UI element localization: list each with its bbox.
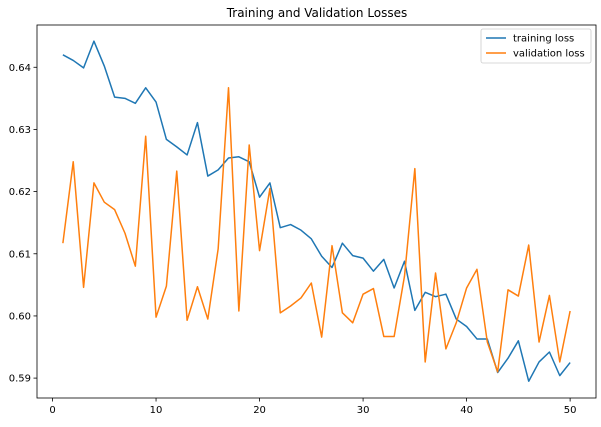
plot-frame <box>36 24 597 399</box>
y-tick-label: 0.62 <box>9 187 31 198</box>
y-tick-label: 0.59 <box>9 374 31 385</box>
legend-box <box>480 28 592 64</box>
x-tick-label: 30 <box>357 405 370 416</box>
y-tick-label: 0.61 <box>9 249 31 260</box>
y-tick-label: 0.63 <box>9 125 31 136</box>
plot-axes: 0 10 20 30 40 50 0.59 0.60 0.61 0.62 0.63 0.64 <box>9 24 597 416</box>
chart-title: Training and Validation Losses <box>226 6 408 20</box>
series-layer <box>62 40 571 382</box>
x-tick-label: 10 <box>150 405 163 416</box>
x-tick-label: 20 <box>253 405 266 416</box>
series-line-training-loss <box>62 40 571 382</box>
legend-label: validation loss <box>513 49 585 60</box>
y-tick-label: 0.60 <box>9 311 31 322</box>
series-line-validation-loss <box>62 87 571 373</box>
legend: training loss validation loss <box>480 28 592 64</box>
x-tick-label: 50 <box>564 405 577 416</box>
y-tick-label: 0.64 <box>9 63 31 74</box>
legend-label: training loss <box>513 34 574 45</box>
x-tick-label: 40 <box>460 405 473 416</box>
x-tick-label: 0 <box>49 405 55 416</box>
